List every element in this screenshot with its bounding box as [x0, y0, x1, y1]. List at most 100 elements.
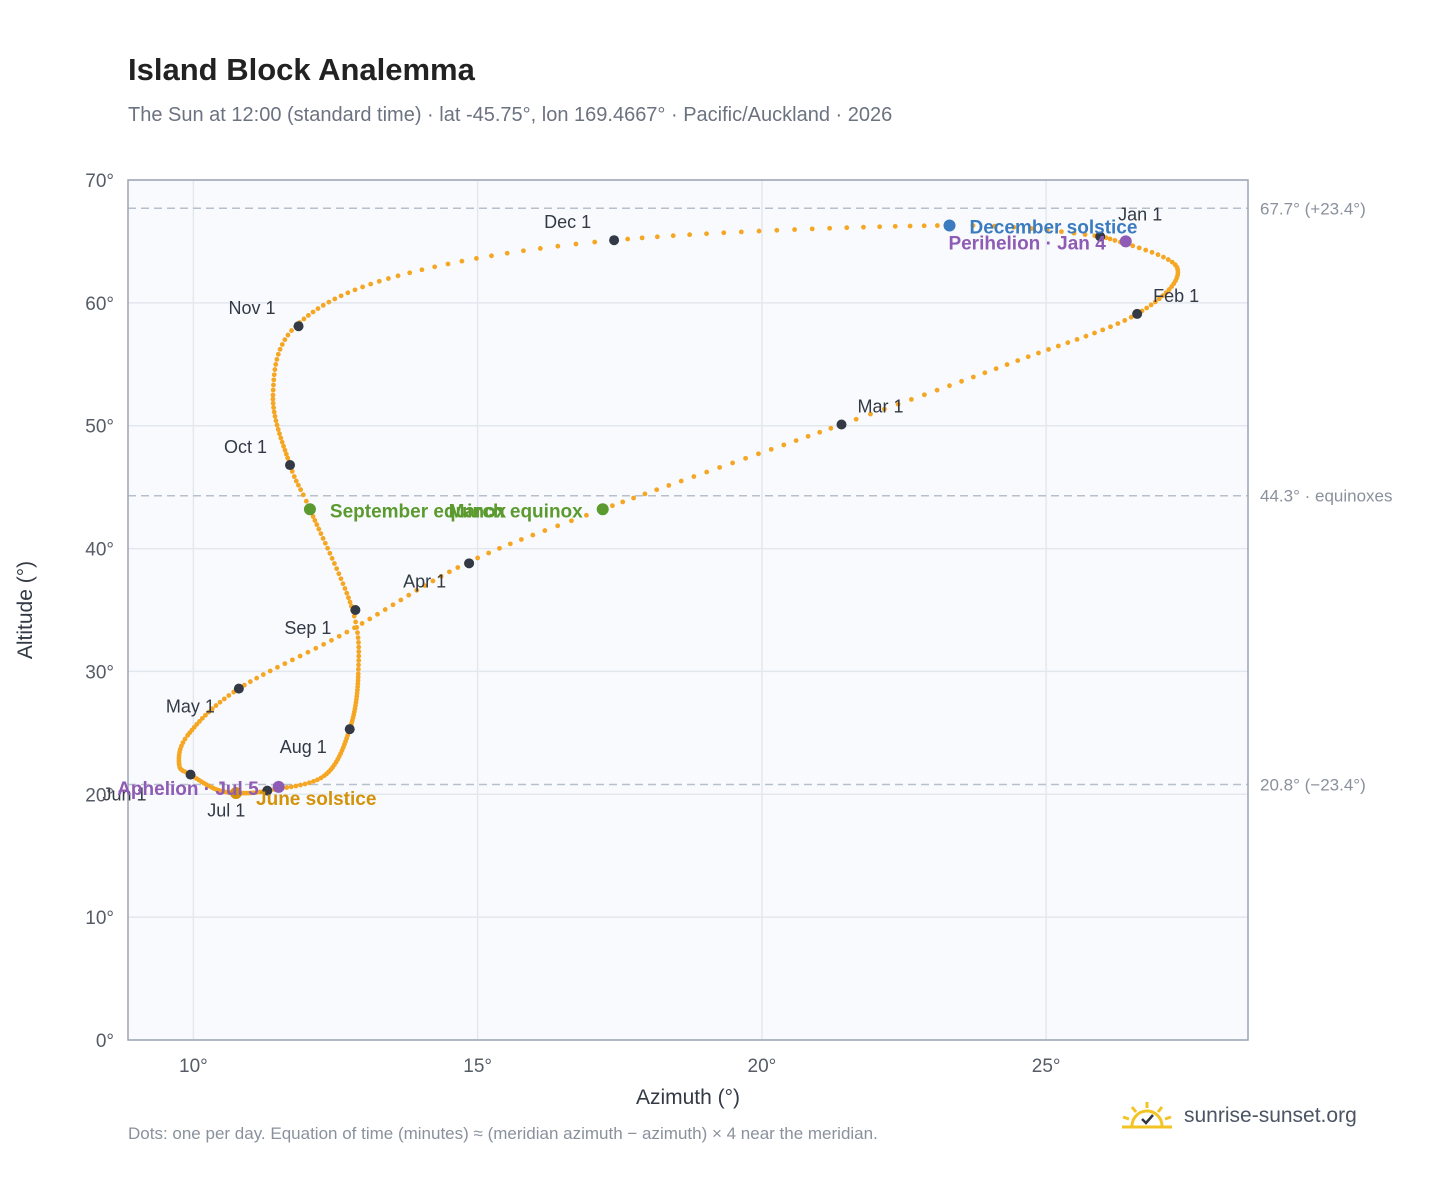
day-dot — [390, 602, 396, 608]
day-dot — [610, 503, 615, 509]
day-dot — [206, 709, 212, 715]
day-dot — [320, 536, 326, 541]
day-dot — [774, 227, 780, 233]
day-dot — [1161, 254, 1166, 260]
day-dot — [1144, 305, 1150, 311]
day-dot — [828, 425, 834, 431]
day-dot — [217, 699, 223, 705]
day-dot — [1148, 302, 1154, 308]
x-tick-label: 15° — [463, 1056, 492, 1077]
day-dot — [1160, 293, 1166, 299]
day-dot — [270, 387, 276, 393]
day-dot — [274, 356, 280, 362]
event-label: December solstice — [970, 217, 1138, 238]
day-dot — [1011, 224, 1017, 230]
day-dot — [530, 532, 536, 538]
day-dot — [537, 246, 543, 251]
day-dot — [861, 224, 866, 230]
day-dot — [792, 227, 797, 232]
day-dot — [486, 550, 492, 556]
day-dot — [367, 616, 373, 622]
chart-title: Island Block Analemma — [128, 52, 475, 87]
brand-name: sunrise-sunset.org — [1184, 1104, 1357, 1127]
y-tick-label: 60° — [85, 294, 114, 315]
day-dot — [1015, 358, 1021, 363]
day-dot — [305, 649, 311, 655]
day-dot — [275, 426, 281, 432]
day-dot — [1071, 230, 1077, 236]
day-dot — [445, 261, 451, 267]
day-dot — [336, 633, 342, 639]
day-dot — [310, 514, 316, 519]
day-dot — [298, 487, 304, 493]
plot-frame — [127, 179, 1249, 1041]
day-dot — [303, 498, 309, 504]
month-label: Mar 1 — [858, 396, 904, 416]
day-dot — [273, 418, 279, 424]
day-dot — [356, 662, 361, 668]
day-dot — [1115, 321, 1121, 327]
day-dot — [970, 223, 976, 228]
y-tick-label: 0° — [96, 1031, 114, 1052]
day-dot — [271, 405, 276, 411]
day-dot — [895, 401, 901, 407]
month-label: Feb 1 — [1153, 286, 1199, 306]
day-dot — [346, 595, 351, 601]
month-marker — [609, 235, 620, 246]
day-dot — [569, 518, 574, 524]
day-dot — [1028, 226, 1034, 231]
day-dot — [817, 429, 823, 435]
day-dot — [419, 267, 425, 273]
event-markers: December solstice June solstice March equi… — [117, 217, 1137, 810]
day-dot — [908, 397, 914, 402]
month-label: May 1 — [166, 697, 215, 717]
day-dot — [756, 228, 762, 234]
day-dot — [336, 571, 342, 577]
day-dot — [882, 406, 887, 412]
day-dot — [934, 223, 940, 228]
day-dot — [344, 590, 350, 596]
day-dot — [687, 232, 693, 238]
day-dot — [743, 455, 748, 461]
day-dot — [315, 777, 320, 783]
day-dot — [281, 443, 286, 449]
day-dot — [297, 653, 303, 659]
reference-line-label: 67.7° (+23.4°) — [1260, 199, 1366, 218]
y-tick-label: 30° — [85, 662, 114, 683]
day-dot — [298, 782, 303, 788]
day-dot — [1044, 227, 1050, 233]
event-label: Aphelion · Jul 5 — [117, 779, 259, 800]
event-marker — [1119, 235, 1132, 248]
day-dot — [584, 512, 589, 518]
y-tick-label: 20° — [85, 785, 114, 806]
day-dot — [1046, 347, 1051, 352]
event-marker — [303, 503, 316, 516]
event-label: Perihelion · Jan 4 — [948, 233, 1106, 254]
day-dot — [182, 736, 188, 742]
day-dot — [1092, 330, 1097, 336]
x-tick-label: 25° — [1032, 1056, 1061, 1077]
day-dot — [289, 328, 294, 333]
day-dot — [305, 313, 311, 318]
day-dot — [422, 583, 428, 589]
day-dot — [356, 644, 362, 650]
month-label: Jul 1 — [207, 801, 245, 821]
day-dot — [302, 781, 308, 787]
day-dot — [982, 370, 988, 376]
day-dot — [1156, 296, 1162, 302]
brand[interactable]: sunrise-sunset.org — [1120, 1100, 1357, 1132]
y-tick-label: 10° — [85, 908, 114, 929]
day-dot — [209, 706, 215, 712]
day-dot — [347, 599, 353, 605]
day-dot — [318, 531, 324, 537]
day-dot — [320, 302, 326, 308]
day-dot — [993, 366, 999, 372]
day-dot — [892, 223, 898, 229]
day-dot — [314, 522, 320, 528]
day-dot — [279, 342, 285, 347]
month-marker — [350, 605, 361, 615]
day-dot — [459, 258, 465, 264]
reference-line-label: 44.3° · equinoxes — [1260, 487, 1393, 506]
day-dot — [991, 223, 997, 229]
